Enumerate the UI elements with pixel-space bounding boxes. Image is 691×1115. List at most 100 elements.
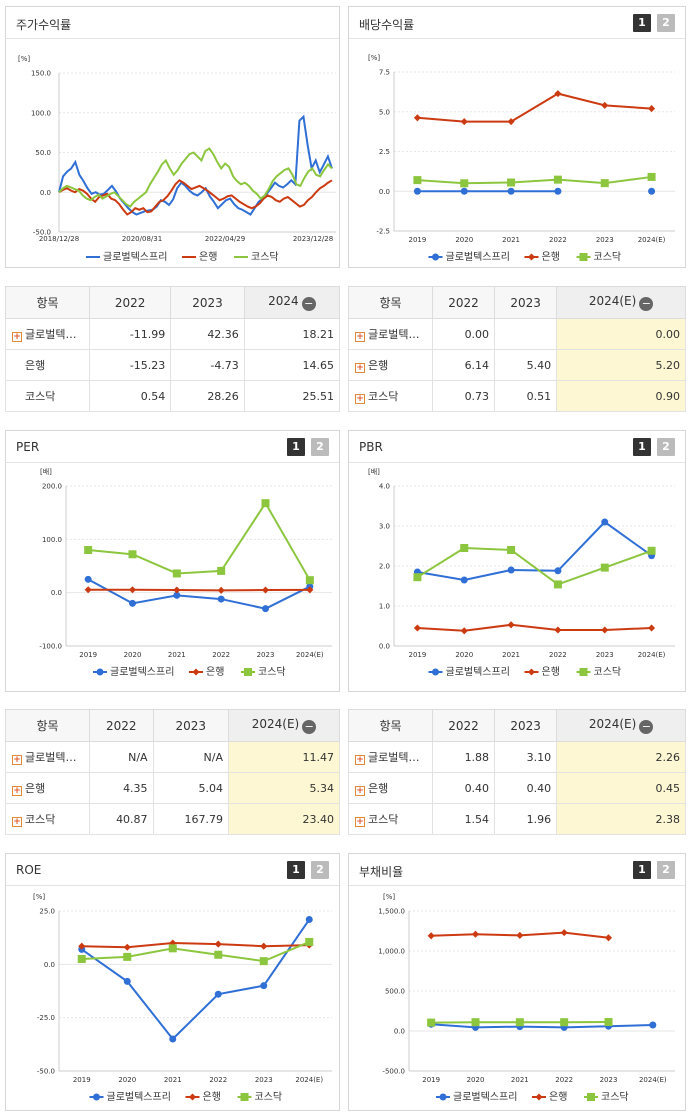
data-point bbox=[600, 563, 609, 572]
data-point bbox=[173, 586, 181, 594]
expand-plus-icon[interactable]: + bbox=[355, 786, 365, 796]
y-tick-label: 50.0 bbox=[35, 149, 51, 157]
panel-title: PER bbox=[16, 440, 40, 454]
legend-label: 글로벌텍스프리 bbox=[110, 666, 174, 678]
row-name-cell: + 코스닥 bbox=[348, 380, 433, 412]
legend-item[interactable]: 은행 bbox=[532, 1091, 567, 1103]
legend-item[interactable]: 글로벌텍스프리 bbox=[428, 251, 510, 263]
value-cell: 0.40 bbox=[431, 772, 496, 804]
legend-marker bbox=[527, 668, 536, 676]
data-point bbox=[413, 187, 421, 195]
legend-item[interactable]: 은행 bbox=[185, 1091, 221, 1103]
row-name-label: 은행 bbox=[368, 782, 389, 795]
expand-plus-icon[interactable]: + bbox=[355, 755, 365, 765]
column-header-label: 2024 bbox=[268, 294, 299, 308]
legend-marker bbox=[96, 668, 104, 676]
data-point bbox=[123, 977, 131, 985]
expand-plus-icon[interactable]: + bbox=[355, 394, 365, 404]
expand-plus-icon[interactable]: + bbox=[355, 332, 365, 342]
legend-item[interactable]: 글로벌텍스프리 bbox=[93, 666, 174, 678]
value-cell: 5.34 bbox=[227, 772, 341, 804]
collapse-minus-icon[interactable]: − bbox=[639, 720, 654, 734]
value-cell: -15.23 bbox=[88, 349, 172, 381]
pager: 1 2 bbox=[287, 438, 329, 456]
column-header-label: 항목 bbox=[36, 296, 59, 310]
legend-item[interactable]: 글로벌텍스프리 bbox=[428, 666, 510, 678]
x-tick-label: 2021 bbox=[502, 236, 520, 244]
row-name-cell: + 코스닥 bbox=[348, 803, 433, 835]
unit-label: [배] bbox=[368, 467, 380, 476]
x-tick-label: 2020 bbox=[467, 1076, 485, 1084]
page-1-button[interactable]: 1 bbox=[287, 861, 305, 879]
value-cell: 1.96 bbox=[494, 803, 558, 835]
y-tick-label: 4.0 bbox=[379, 483, 390, 491]
data-point bbox=[217, 586, 225, 594]
x-tick-label: 2019 bbox=[79, 651, 97, 659]
legend-marker bbox=[244, 668, 252, 676]
page-2-button[interactable]: 2 bbox=[311, 438, 329, 456]
x-tick-label: 2023 bbox=[596, 236, 614, 244]
page-2-button[interactable]: 2 bbox=[657, 438, 675, 456]
page-1-button[interactable]: 1 bbox=[633, 14, 651, 32]
page-1-button[interactable]: 1 bbox=[287, 438, 305, 456]
legend-item[interactable]: 은행 bbox=[182, 251, 217, 263]
panel-header: 주가수익률 bbox=[6, 7, 339, 39]
roe-panel: ROE 1 2 [%] 25.0 0.0 -25.0 -50.0 2019 2020 2021… bbox=[5, 853, 340, 1111]
series-line bbox=[431, 1023, 653, 1029]
table-row: + 코스닥 40.87 167.79 23.40 bbox=[5, 803, 341, 835]
expand-plus-icon[interactable]: + bbox=[12, 755, 22, 765]
data-point bbox=[305, 576, 314, 585]
legend-item[interactable]: 글로벌텍스프리 bbox=[89, 1091, 171, 1103]
series-0 bbox=[413, 518, 656, 584]
table-header-row: 항목 2022 2023 2024(E) − bbox=[348, 286, 686, 319]
page-1-button[interactable]: 1 bbox=[633, 438, 651, 456]
legend-item[interactable]: 코스닥 bbox=[576, 666, 622, 678]
expand-plus-icon[interactable]: + bbox=[12, 817, 22, 827]
legend-item[interactable]: 코스닥 bbox=[241, 666, 286, 678]
pbr-table: 항목 2022 2023 2024(E) − + 글로벌텍… 1.88 3.10 2.26 + 은행 0… bbox=[348, 709, 686, 835]
page-1-button[interactable]: 1 bbox=[633, 861, 651, 879]
legend-item[interactable]: 코스닥 bbox=[584, 1091, 629, 1103]
row-name-cell: 은행 bbox=[5, 349, 90, 381]
collapse-minus-icon[interactable]: − bbox=[301, 297, 316, 311]
legend-item[interactable]: 글로벌텍스프리 bbox=[436, 1091, 517, 1103]
expand-plus-icon[interactable]: + bbox=[355, 817, 365, 827]
roe-chart: [%] 25.0 0.0 -25.0 -50.0 2019 2020 2021 2022 2023… bbox=[33, 893, 332, 1103]
x-tick-label: 2020 bbox=[455, 236, 473, 244]
y-tick-label: 2.5 bbox=[379, 148, 390, 156]
legend-item[interactable]: 코스닥 bbox=[237, 1091, 283, 1103]
page-2-button[interactable]: 2 bbox=[657, 861, 675, 879]
page-2-button[interactable]: 2 bbox=[657, 14, 675, 32]
legend-item[interactable]: 코스닥 bbox=[234, 251, 279, 263]
legend-marker bbox=[587, 1093, 595, 1101]
expand-plus-icon[interactable]: + bbox=[12, 786, 22, 796]
column-header: 2024− bbox=[243, 286, 341, 319]
expand-plus-icon[interactable]: + bbox=[355, 363, 365, 373]
value-cell: -11.99 bbox=[88, 318, 172, 350]
page-2-button[interactable]: 2 bbox=[311, 861, 329, 879]
data-point bbox=[168, 944, 177, 953]
x-tick-label: 2020 bbox=[124, 651, 142, 659]
collapse-minus-icon[interactable]: − bbox=[639, 297, 654, 311]
legend-item[interactable]: 은행 bbox=[524, 666, 560, 678]
legend-item[interactable]: 은행 bbox=[189, 666, 224, 678]
table-header-row: 항목 2022 2023 2024− bbox=[5, 286, 341, 319]
column-header: 2022 bbox=[88, 286, 172, 319]
y-tick-label: 0.0 bbox=[51, 589, 62, 597]
table-row: + 은행 6.14 5.40 5.20 bbox=[348, 349, 686, 381]
series-line bbox=[81, 941, 310, 949]
data-point bbox=[460, 179, 469, 188]
row-name-cell: + 글로벌텍… bbox=[348, 741, 433, 773]
expand-plus-icon[interactable]: + bbox=[12, 332, 22, 342]
legend-item[interactable]: 글로벌텍스프리 bbox=[86, 251, 167, 263]
data-point bbox=[507, 546, 516, 554]
value-cell: 167.79 bbox=[152, 803, 229, 835]
column-header: 항목 bbox=[348, 286, 433, 319]
legend-item[interactable]: 코스닥 bbox=[576, 251, 622, 263]
collapse-minus-icon[interactable]: − bbox=[302, 720, 317, 734]
value-cell: N/A bbox=[89, 741, 154, 773]
row-name-cell: + 은행 bbox=[348, 349, 433, 381]
data-point bbox=[84, 546, 93, 554]
legend-item[interactable]: 은행 bbox=[524, 251, 560, 263]
x-tick-label: 2018/12/28 bbox=[39, 235, 79, 243]
